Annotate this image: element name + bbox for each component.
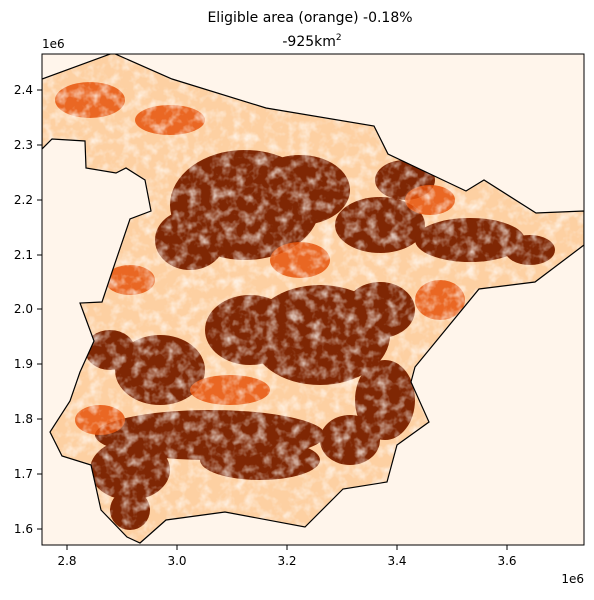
x-tick-label: 3.4 [387, 554, 406, 568]
y-tick-label: 2.3 [14, 138, 33, 152]
x-tick-label: 2.8 [57, 554, 76, 568]
y-tick-label: 2.0 [14, 302, 33, 316]
y-tick-label: 2.1 [14, 248, 33, 262]
region-boundary [42, 54, 584, 544]
x-tick-label: 3.2 [277, 554, 296, 568]
x-tick-label: 3.6 [497, 554, 516, 568]
y-tick-label: 1.9 [14, 357, 33, 371]
y-tick-label: 2.4 [14, 83, 33, 97]
chart-title-line2: -925km2 [282, 33, 341, 50]
axes-frame [41, 53, 585, 546]
x-axis: 2.8 3.0 3.2 3.4 3.6 [57, 545, 517, 568]
y-tick-label: 1.6 [14, 522, 33, 536]
y-tick-label: 1.8 [14, 412, 33, 426]
y-axis-offset-label: 1e6 [42, 37, 65, 51]
x-tick-label: 3.0 [167, 554, 186, 568]
y-axis: 2.4 2.3 2.2 2.1 2.0 1.9 1.8 1.7 1.6 [14, 83, 42, 536]
x-axis-offset-label: 1e6 [561, 572, 584, 586]
y-tick-label: 1.7 [14, 467, 33, 481]
chart-title-line1: Eligible area (orange) -0.18% [207, 10, 412, 26]
y-tick-label: 2.2 [14, 193, 33, 207]
